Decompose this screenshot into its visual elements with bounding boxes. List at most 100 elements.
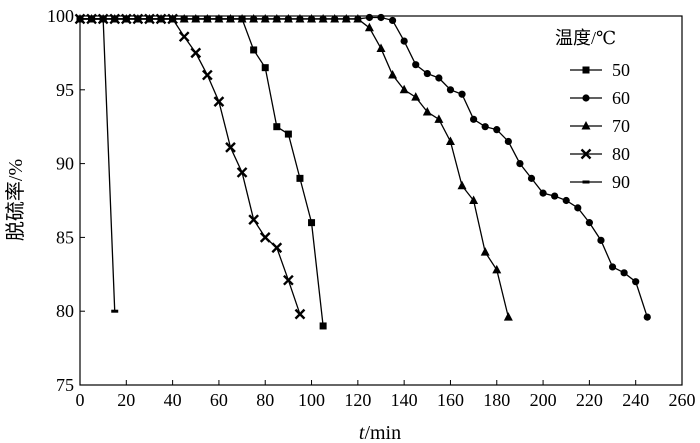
data-point-60 xyxy=(551,192,559,200)
x-tick-label: 240 xyxy=(622,390,649,410)
data-point-60 xyxy=(539,189,547,197)
data-point-90 xyxy=(111,309,119,313)
y-tick-label: 80 xyxy=(56,301,74,321)
data-point-50 xyxy=(284,130,292,138)
data-point-80 xyxy=(178,31,190,43)
data-point-60 xyxy=(516,160,524,168)
data-point-70 xyxy=(202,13,212,23)
series-60 xyxy=(76,13,651,321)
data-point-60 xyxy=(632,278,640,286)
data-point-70 xyxy=(388,70,398,79)
y-tick-label: 75 xyxy=(56,375,74,395)
legend-item-70: 70 xyxy=(570,116,630,136)
data-point-70 xyxy=(214,13,224,23)
data-point-70 xyxy=(341,13,351,23)
y-tick-label: 90 xyxy=(56,154,74,174)
legend-label: 90 xyxy=(612,172,630,192)
data-point-50 xyxy=(296,174,304,182)
x-tick-label: 60 xyxy=(210,390,228,410)
x-marker-stroke xyxy=(213,96,225,107)
x-tick-label: 80 xyxy=(256,390,274,410)
data-point-70 xyxy=(237,13,247,23)
data-point-50 xyxy=(261,64,269,72)
legend-label: 80 xyxy=(612,144,630,164)
data-point-70 xyxy=(376,43,386,52)
data-point-60 xyxy=(423,69,431,78)
data-point-70 xyxy=(492,264,502,274)
x-marker-stroke xyxy=(271,242,283,254)
data-point-60 xyxy=(597,236,605,244)
x-tick-label: 220 xyxy=(576,390,603,410)
series-90 xyxy=(76,17,119,313)
x-marker-stroke xyxy=(178,31,190,43)
data-point-60 xyxy=(388,16,397,25)
x-marker-stroke xyxy=(259,232,271,243)
data-point-70 xyxy=(480,247,490,256)
data-point-70 xyxy=(364,22,374,32)
data-point-60 xyxy=(585,219,593,227)
legend-marker xyxy=(582,94,590,102)
x-tick-label: 120 xyxy=(344,390,371,410)
x-marker-stroke xyxy=(294,308,306,320)
legend-marker xyxy=(582,66,590,74)
data-point-60 xyxy=(400,37,408,45)
x-tick-label: 40 xyxy=(164,390,182,410)
data-point-70 xyxy=(503,312,513,321)
data-point-80 xyxy=(190,47,202,59)
data-point-80 xyxy=(283,274,294,286)
series-line-90 xyxy=(80,18,116,312)
data-point-80 xyxy=(294,308,306,320)
data-point-60 xyxy=(493,126,501,134)
data-point-70 xyxy=(422,106,432,116)
legend-marker xyxy=(580,148,592,160)
x-marker-stroke xyxy=(236,167,248,178)
data-point-60 xyxy=(365,13,374,22)
data-point-80 xyxy=(259,232,271,243)
legend-item-90: 90 xyxy=(570,172,630,192)
data-point-60 xyxy=(527,174,536,182)
data-point-70 xyxy=(226,13,235,23)
data-point-60 xyxy=(435,74,443,82)
data-point-60 xyxy=(470,115,478,123)
x-marker-stroke xyxy=(225,142,236,153)
legend-label: 60 xyxy=(612,88,630,108)
y-tick-label: 85 xyxy=(56,227,74,247)
x-tick-label: 140 xyxy=(391,390,418,410)
x-marker-stroke xyxy=(248,214,260,226)
data-point-70 xyxy=(469,195,479,204)
data-point-70 xyxy=(283,13,293,23)
x-tick-label: 100 xyxy=(298,390,325,410)
y-tick-label: 100 xyxy=(47,6,74,26)
legend-label: 50 xyxy=(612,60,630,80)
data-point-60 xyxy=(504,137,512,146)
data-point-60 xyxy=(412,61,420,69)
x-axis-title: t/min xyxy=(359,422,401,443)
legend-title: 温度/℃ xyxy=(555,28,616,48)
x-tick-label: 180 xyxy=(483,390,510,410)
data-point-70 xyxy=(330,13,340,23)
data-point-70 xyxy=(272,13,282,23)
data-point-70 xyxy=(445,136,455,145)
x-tick-label: 0 xyxy=(76,390,85,410)
data-point-60 xyxy=(620,269,628,277)
data-point-90 xyxy=(88,17,96,21)
series-line-70 xyxy=(80,18,509,318)
data-point-50 xyxy=(250,46,258,54)
data-point-50 xyxy=(319,322,327,330)
data-point-70 xyxy=(295,13,305,23)
data-point-60 xyxy=(608,263,617,271)
series-line-60 xyxy=(80,16,648,318)
x-tick-label: 200 xyxy=(530,390,557,410)
series-80 xyxy=(74,13,306,320)
data-point-60 xyxy=(643,313,651,321)
legend-item-80: 80 xyxy=(570,144,630,164)
data-point-80 xyxy=(213,96,225,107)
data-point-60 xyxy=(481,123,489,131)
x-tick-label: 20 xyxy=(117,390,135,410)
data-point-60 xyxy=(377,13,385,22)
x-tick-label: 260 xyxy=(669,390,696,410)
data-point-70 xyxy=(353,13,363,23)
data-point-80 xyxy=(201,69,213,81)
data-point-70 xyxy=(411,92,421,101)
data-point-80 xyxy=(236,167,248,178)
